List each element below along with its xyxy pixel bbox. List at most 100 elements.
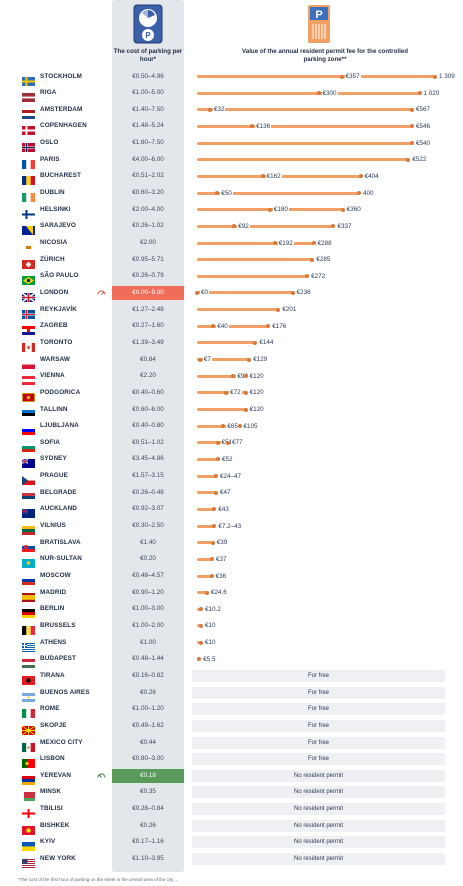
permit-max-label: €176 [271,321,288,331]
permit-max-label: €120 [248,388,265,398]
permit-status: For free [307,689,329,696]
permit-value-label: €540 [415,138,432,148]
permit-bar [197,324,269,328]
permit-max-label: €105 [242,421,259,431]
permit-band [192,769,445,782]
permit-max-label: 1 020 [422,88,441,98]
cost-cell: €0.26 [140,688,156,696]
permit-value-marker [199,607,204,612]
table-row: SARAJEVO €0.26–1.02 €92 €337 [0,219,463,236]
city-name: ZAGREB [40,322,68,330]
flag-icon-bg [22,439,35,452]
table-row: MINSK €0.35 No resident permit [0,785,463,802]
permit-bar [197,524,215,528]
city-name: BELGRADE [40,488,77,496]
city-name: BUCHAREST [40,172,82,180]
permit-bar [197,574,212,578]
permit-value-label: €285 [315,255,332,265]
permit-min-label: €50 [220,188,233,198]
permit-value-marker [243,407,248,412]
permit-band [192,836,445,849]
permit-value-marker [214,474,219,479]
flag-icon-nl [22,106,35,119]
permit-bar [197,224,334,228]
cost-cell: €0.26–0.48 [132,488,164,496]
permit-value-marker [199,640,204,645]
table-row: ROME €1.00–1.20 For free [0,702,463,719]
permit-bar [197,91,420,95]
table-row: BUENOS AIRES €0.26 For free [0,686,463,702]
city-name: REYKJAVÍK [40,305,78,313]
cost-cell: €1.39–3.49 [132,338,164,346]
permit-min-label: €65 [226,421,239,431]
table-row: KYIV €0.17–1.16 No resident permit [0,835,463,852]
permit-status: No resident permit [293,856,344,863]
table-row: AMSTERDAM €1.40–7.50 €32 €567 [0,103,463,119]
permit-max-marker [417,91,422,96]
permit-max-marker [358,174,363,179]
permit-value-label: €5.5 [202,654,217,664]
permit-max-marker [266,324,271,329]
permit-status: No resident permit [293,839,344,846]
city-name: ATHENS [40,638,67,646]
flag-icon-gr [22,639,35,652]
permit-value-marker [216,457,221,462]
permit-heading: Value of the annual resident permit fee … [241,48,409,63]
permit-value-label: €47 [219,488,232,498]
permit-min-label: €90 [236,371,249,381]
cost-cell: €0.90–1.20 [132,588,164,596]
flag-icon-mk [21,722,36,736]
table-row: MEXICO CITY €0.44 For free [0,736,463,752]
table-row: ATHENS €1.00 €10 [0,636,463,652]
permit-value-label: €7.2–43 [217,521,243,531]
table-row: HELSINKI €2.00–4.00 €180 €360 [0,203,463,219]
table-row: WARSAW €0.84 €7 €129 [0,353,463,369]
flag-icon-nz [22,505,35,519]
table-row: BRATISLAVA €1.40 €39 [0,536,463,552]
cost-cell: €0.00–9.90 [112,285,184,300]
cost-cell: €0.26 [140,821,156,829]
permit-value-label: €24.6 [209,588,228,598]
permit-min-marker [215,440,220,445]
table-row: BUDAPEST €0.48–1.44 €5.5 [0,652,463,669]
permit-max-label: €337 [336,221,353,231]
permit-max-marker [311,241,316,245]
permit-value-marker [199,623,204,628]
svg-text:P: P [145,31,151,40]
permit-value-label: €43 [217,504,230,514]
city-name: MOSCOW [40,572,71,579]
permit-min-label: €192 [277,238,294,248]
flag-icon-hu [22,655,35,669]
permit-value-marker [310,257,315,262]
permit-value-label: €144 [258,338,275,348]
flag-icon-pl [22,356,35,369]
city-name: MEXICO CITY [40,738,83,746]
flag-icon-dk [22,122,35,136]
permit-min-marker [221,424,226,429]
city-name: BUENOS AIRES [40,688,90,696]
flag-icon-ar [22,689,35,702]
flag-icon-gb [21,289,36,303]
permit-value-marker [410,141,414,146]
permit-max-label: €129 [252,355,269,365]
parking-disc-icon: P [133,4,163,44]
permit-min-marker [232,224,237,229]
cost-cell: €0.50–4.96 [132,72,164,80]
permit-bar [197,341,256,345]
table-row: BELGRADE €0.26–0.48 €47 [0,486,463,502]
permit-value-label: €522 [411,155,428,165]
table-row: DUBLIN €0.60–3.20 €50 400 [0,186,463,203]
permit-value-label: €36 [214,571,228,581]
table-row: PRAGUE €1.57–3.15 €24–47 [0,469,463,486]
city-name: SARAJEVO [40,222,76,230]
city-name: ZÜRICH [40,255,65,263]
cost-cell: €0.20 [140,555,156,563]
permit-min-marker [197,357,202,362]
cost-cell: €0.26–1.02 [132,222,164,230]
cost-cell: €3.45–4.86 [132,455,164,463]
city-name: SYDNEY [40,455,67,463]
permit-max-marker [290,290,295,295]
flag-icon-ch [22,256,35,269]
permit-status: For free [307,722,329,729]
permit-status: No resident permit [293,806,344,813]
